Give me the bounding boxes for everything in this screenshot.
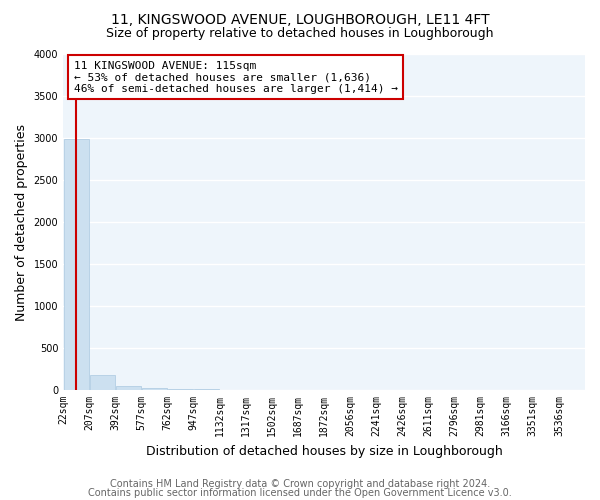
Text: 11, KINGSWOOD AVENUE, LOUGHBOROUGH, LE11 4FT: 11, KINGSWOOD AVENUE, LOUGHBOROUGH, LE11… xyxy=(110,12,490,26)
Bar xyxy=(64,140,89,390)
Text: Contains HM Land Registry data © Crown copyright and database right 2024.: Contains HM Land Registry data © Crown c… xyxy=(110,479,490,489)
Text: 11 KINGSWOOD AVENUE: 115sqm
← 53% of detached houses are smaller (1,636)
46% of : 11 KINGSWOOD AVENUE: 115sqm ← 53% of det… xyxy=(74,60,398,94)
Bar xyxy=(116,386,141,390)
Bar xyxy=(168,388,193,390)
X-axis label: Distribution of detached houses by size in Loughborough: Distribution of detached houses by size … xyxy=(146,444,502,458)
Bar xyxy=(142,388,167,390)
Bar xyxy=(194,389,220,390)
Text: Contains public sector information licensed under the Open Government Licence v3: Contains public sector information licen… xyxy=(88,488,512,498)
Bar xyxy=(89,374,115,390)
Text: Size of property relative to detached houses in Loughborough: Size of property relative to detached ho… xyxy=(106,28,494,40)
Y-axis label: Number of detached properties: Number of detached properties xyxy=(15,124,28,320)
